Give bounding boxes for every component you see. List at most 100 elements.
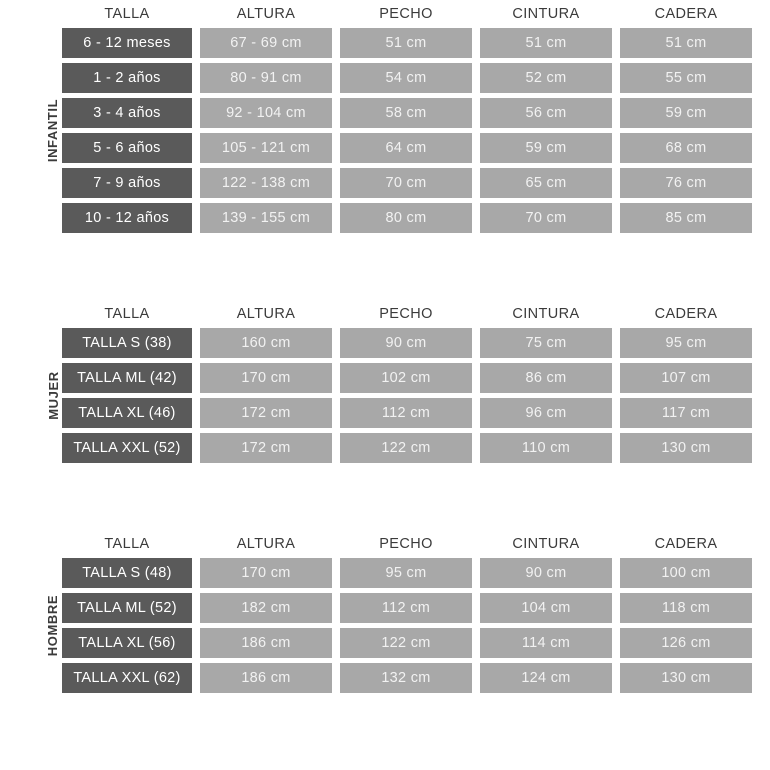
- column-gap: [192, 133, 200, 163]
- measurement-cell: 182 cm: [200, 593, 332, 623]
- column-gap: [192, 98, 200, 128]
- measurement-cell: 110 cm: [480, 433, 612, 463]
- size-label-cell: TALLA XXL (52): [62, 433, 192, 463]
- measurement-cell: 186 cm: [200, 628, 332, 658]
- column-gap: [192, 328, 200, 358]
- size-label-cell: 1 - 2 años: [62, 63, 192, 93]
- measurement-cell: 112 cm: [340, 398, 472, 428]
- column-gap: [192, 203, 200, 233]
- measurement-cell: 130 cm: [620, 433, 752, 463]
- column-header-altura: ALTURA: [236, 306, 296, 322]
- measurement-cell: 59 cm: [620, 98, 752, 128]
- measurement-cell: 107 cm: [620, 363, 752, 393]
- column-header-cadera: CADERA: [654, 6, 718, 22]
- measurement-cell: 76 cm: [620, 168, 752, 198]
- column-gap: [332, 63, 340, 93]
- size-label-cell: 6 - 12 meses: [62, 28, 192, 58]
- measurement-cell: 170 cm: [200, 558, 332, 588]
- column-gap: [332, 398, 340, 428]
- measurement-cell: 80 - 91 cm: [200, 63, 332, 93]
- table-row: TALLA XL (56) 186 cm 122 cm 114 cm 126 cm: [62, 628, 752, 658]
- measurement-cell: 104 cm: [480, 593, 612, 623]
- column-header-row: TALLA ALTURA PECHO CINTURA CADERA: [62, 300, 724, 328]
- table-body: 6 - 12 meses 67 - 69 cm 51 cm 51 cm 51 cm 1 -…: [62, 28, 752, 233]
- column-header-talla: TALLA: [104, 536, 150, 552]
- measurement-cell: 51 cm: [340, 28, 472, 58]
- measurement-cell: 51 cm: [620, 28, 752, 58]
- measurement-cell: 100 cm: [620, 558, 752, 588]
- measurement-cell: 85 cm: [620, 203, 752, 233]
- measurement-cell: 186 cm: [200, 663, 332, 693]
- column-gap: [332, 168, 340, 198]
- measurement-cell: 92 - 104 cm: [200, 98, 332, 128]
- category-label-text: HOMBRE: [45, 594, 61, 657]
- measurement-cell: 118 cm: [620, 593, 752, 623]
- column-gap: [612, 328, 620, 358]
- table-row: TALLA ML (52) 182 cm 112 cm 104 cm 118 cm: [62, 593, 752, 623]
- measurement-cell: 54 cm: [340, 63, 472, 93]
- column-header-talla: TALLA: [104, 306, 150, 322]
- column-gap: [332, 203, 340, 233]
- measurement-cell: 114 cm: [480, 628, 612, 658]
- column-gap: [472, 593, 480, 623]
- size-label-cell: 10 - 12 años: [62, 203, 192, 233]
- measurement-cell: 75 cm: [480, 328, 612, 358]
- column-gap: [472, 558, 480, 588]
- column-gap: [612, 133, 620, 163]
- measurement-cell: 59 cm: [480, 133, 612, 163]
- column-gap: [472, 203, 480, 233]
- table-row: TALLA S (48) 170 cm 95 cm 90 cm 100 cm: [62, 558, 752, 588]
- measurement-cell: 86 cm: [480, 363, 612, 393]
- column-gap: [332, 133, 340, 163]
- column-gap: [612, 63, 620, 93]
- column-gap: [192, 363, 200, 393]
- measurement-cell: 122 cm: [340, 628, 472, 658]
- column-header-cintura: CINTURA: [512, 6, 580, 22]
- column-gap: [332, 628, 340, 658]
- size-label-cell: TALLA S (48): [62, 558, 192, 588]
- size-label-cell: 3 - 4 años: [62, 98, 192, 128]
- measurement-cell: 122 - 138 cm: [200, 168, 332, 198]
- column-header-cintura: CINTURA: [512, 536, 580, 552]
- table-inner: TALLA ALTURA PECHO CINTURA CADERA TALLA S (38…: [46, 300, 752, 463]
- measurement-cell: 56 cm: [480, 98, 612, 128]
- measurement-cell: 90 cm: [340, 328, 472, 358]
- column-gap: [192, 628, 200, 658]
- measurement-cell: 130 cm: [620, 663, 752, 693]
- table-row: 6 - 12 meses 67 - 69 cm 51 cm 51 cm 51 cm: [62, 28, 752, 58]
- column-gap: [472, 98, 480, 128]
- column-header-cadera: CADERA: [654, 306, 718, 322]
- column-gap: [332, 328, 340, 358]
- category-label-text: INFANTIL: [45, 98, 61, 163]
- column-header-cadera: CADERA: [654, 536, 718, 552]
- measurement-cell: 51 cm: [480, 28, 612, 58]
- category-label-text: MUJER: [45, 371, 61, 420]
- column-gap: [332, 558, 340, 588]
- column-gap: [192, 433, 200, 463]
- table-inner: TALLA ALTURA PECHO CINTURA CADERA TALLA S (48…: [46, 530, 752, 693]
- size-label-cell: TALLA XL (46): [62, 398, 192, 428]
- category-label-mujer: MUJER: [42, 328, 64, 463]
- table-body: TALLA S (38) 160 cm 90 cm 75 cm 95 cm TALLA M…: [62, 328, 752, 463]
- column-gap: [332, 593, 340, 623]
- measurement-cell: 139 - 155 cm: [200, 203, 332, 233]
- measurement-cell: 55 cm: [620, 63, 752, 93]
- column-gap: [332, 98, 340, 128]
- table-row: TALLA S (38) 160 cm 90 cm 75 cm 95 cm: [62, 328, 752, 358]
- measurement-cell: 67 - 69 cm: [200, 28, 332, 58]
- measurement-cell: 64 cm: [340, 133, 472, 163]
- column-gap: [192, 558, 200, 588]
- table-row: TALLA XXL (52) 172 cm 122 cm 110 cm 130 cm: [62, 433, 752, 463]
- measurement-cell: 112 cm: [340, 593, 472, 623]
- column-gap: [332, 28, 340, 58]
- measurement-cell: 132 cm: [340, 663, 472, 693]
- measurement-cell: 102 cm: [340, 363, 472, 393]
- table-row: 3 - 4 años 92 - 104 cm 58 cm 56 cm 59 cm: [62, 98, 752, 128]
- column-gap: [472, 328, 480, 358]
- size-label-cell: TALLA ML (42): [62, 363, 192, 393]
- column-gap: [612, 28, 620, 58]
- measurement-cell: 58 cm: [340, 98, 472, 128]
- measurement-cell: 65 cm: [480, 168, 612, 198]
- size-table-mujer: TALLA ALTURA PECHO CINTURA CADERA TALLA S (38…: [0, 300, 770, 468]
